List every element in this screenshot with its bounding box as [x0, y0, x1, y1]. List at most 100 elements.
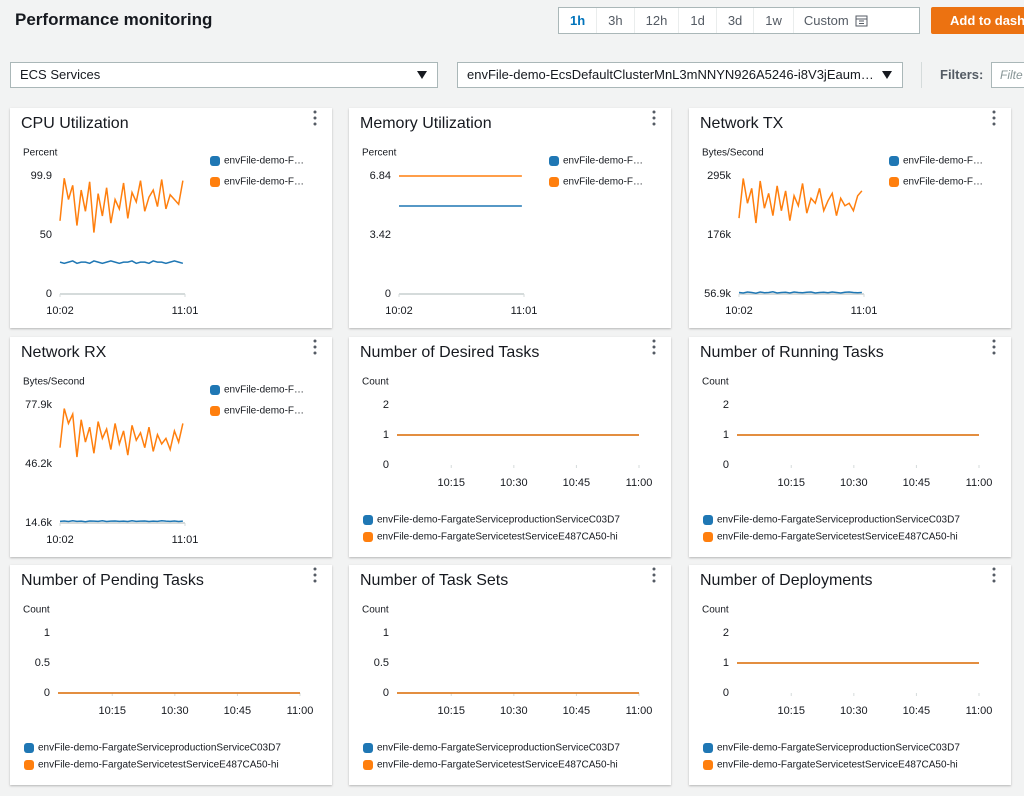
x-tick-label: 10:45	[224, 705, 252, 717]
x-tick-label: 10:30	[500, 477, 528, 489]
y-tick-label: 0	[46, 288, 52, 300]
y-tick-label: 2	[383, 399, 389, 411]
x-tick-label: 10:02	[46, 305, 74, 317]
widget-chart: Network TXBytes/Second56.9k176k295k10:02…	[689, 108, 1011, 328]
widget: Number of Pending TasksCount00.5110:1510…	[10, 565, 332, 785]
legend-label: envFile-demo-FargateServicetestServiceE4…	[377, 532, 618, 543]
y-tick-label: 1	[44, 627, 50, 639]
widget-title: Number of Deployments	[700, 572, 873, 589]
widget-title: Network RX	[21, 344, 107, 361]
legend-label: envFile-demo-F…	[224, 385, 304, 396]
legend-label: envFile-demo-F…	[224, 156, 304, 167]
x-tick-label: 10:30	[161, 705, 189, 717]
legend-label: envFile-demo-FargateServiceproductionSer…	[38, 743, 281, 754]
menu-dot	[314, 574, 317, 577]
series-line	[60, 521, 183, 522]
widget-menu[interactable]	[314, 340, 317, 355]
legend-swatch	[703, 515, 713, 525]
x-tick-label: 11:01	[172, 305, 199, 317]
legend-swatch	[363, 760, 373, 770]
menu-dot	[993, 123, 996, 126]
unit-label: Percent	[23, 148, 58, 159]
legend-swatch	[210, 385, 220, 395]
widget-title: Number of Pending Tasks	[21, 572, 204, 589]
legend-label: envFile-demo-F…	[903, 156, 983, 167]
widget-menu[interactable]	[653, 568, 656, 583]
legend-swatch	[363, 515, 373, 525]
y-tick-label: 1	[383, 429, 389, 441]
x-tick-label: 10:45	[903, 477, 931, 489]
y-tick-label: 0.5	[35, 657, 50, 669]
y-tick-label: 0.5	[374, 657, 389, 669]
cluster-dropdown[interactable]: envFile-demo-EcsDefaultClusterMnL3mNNYN9…	[457, 62, 903, 88]
y-tick-label: 46.2k	[25, 458, 52, 470]
legend-swatch	[703, 743, 713, 753]
unit-label: Count	[702, 377, 729, 388]
dropdown-value: envFile-demo-EcsDefaultClusterMnL3mNNYN9…	[467, 67, 874, 82]
widget-chart: Number of Running TasksCount01210:1510:3…	[689, 337, 1011, 557]
x-tick-label: 11:01	[511, 305, 538, 317]
menu-dot	[653, 574, 656, 577]
menu-dot	[653, 117, 656, 120]
widget-chart: CPU UtilizationPercent05099.910:0211:01e…	[10, 108, 332, 328]
widget: CPU UtilizationPercent05099.910:0211:01e…	[10, 108, 332, 328]
y-tick-label: 50	[40, 229, 52, 241]
y-tick-label: 1	[723, 429, 729, 441]
menu-dot	[993, 580, 996, 583]
menu-dot	[993, 568, 996, 571]
time-range-selector: 1h3h12h1d3d1wCustom	[558, 7, 920, 34]
legend-label: envFile-demo-FargateServicetestServiceE4…	[38, 760, 279, 771]
legend-label: envFile-demo-FargateServiceproductionSer…	[377, 743, 620, 754]
filter-input[interactable]: Filte	[991, 62, 1024, 88]
menu-dot	[993, 340, 996, 343]
x-tick-label: 11:01	[172, 534, 199, 546]
widget-chart: Network RXBytes/Second14.6k46.2k77.9k10:…	[10, 337, 332, 557]
time-range-option[interactable]: 3d	[717, 8, 754, 33]
y-tick-label: 56.9k	[704, 288, 731, 300]
menu-dot	[314, 346, 317, 349]
widget: Network TXBytes/Second56.9k176k295k10:02…	[689, 108, 1011, 328]
x-tick-label: 10:15	[437, 705, 465, 717]
legend-label: envFile-demo-FargateServicetestServiceE4…	[377, 760, 618, 771]
x-tick-label: 10:45	[903, 705, 931, 717]
time-range-option[interactable]: 1d	[679, 8, 716, 33]
widget-menu[interactable]	[653, 340, 656, 355]
custom-range[interactable]: Custom	[794, 13, 878, 28]
widget-menu[interactable]	[314, 568, 317, 583]
widget: Network RXBytes/Second14.6k46.2k77.9k10:…	[10, 337, 332, 557]
divider	[921, 62, 922, 88]
widget: Memory UtilizationPercent03.426.8410:021…	[349, 108, 671, 328]
widget-menu[interactable]	[993, 568, 996, 583]
widget-menu[interactable]	[653, 111, 656, 126]
time-range-option[interactable]: 12h	[635, 8, 680, 33]
widget-menu[interactable]	[993, 340, 996, 355]
menu-dot	[653, 352, 656, 355]
service-dropdown[interactable]: ECS Services	[10, 62, 438, 88]
legend-label: envFile-demo-F…	[563, 177, 643, 188]
legend-label: envFile-demo-FargateServiceproductionSer…	[377, 515, 620, 526]
legend-label: envFile-demo-F…	[563, 156, 643, 167]
widget: Number of Task SetsCount00.5110:1510:301…	[349, 565, 671, 785]
time-range-option[interactable]: 1w	[754, 8, 794, 33]
time-range-option[interactable]: 1h	[559, 8, 597, 33]
y-tick-label: 0	[385, 288, 391, 300]
x-tick-label: 11:00	[966, 477, 993, 489]
y-tick-label: 0	[383, 459, 389, 471]
legend-swatch	[549, 156, 559, 166]
calendar-icon	[855, 14, 868, 27]
y-tick-label: 0	[44, 687, 50, 699]
series-line	[60, 409, 183, 457]
menu-dot	[993, 117, 996, 120]
x-tick-label: 10:30	[840, 705, 868, 717]
widget-menu[interactable]	[993, 111, 996, 126]
unit-label: Bytes/Second	[23, 377, 85, 388]
widget-menu[interactable]	[314, 111, 317, 126]
y-tick-label: 1	[383, 627, 389, 639]
x-tick-label: 11:00	[626, 705, 653, 717]
time-range-option[interactable]: 3h	[597, 8, 634, 33]
unit-label: Count	[362, 605, 389, 616]
widget-title: Number of Running Tasks	[700, 344, 884, 361]
add-to-dashboard-button[interactable]: Add to dash	[931, 7, 1024, 34]
widget-title: Number of Task Sets	[360, 572, 508, 589]
